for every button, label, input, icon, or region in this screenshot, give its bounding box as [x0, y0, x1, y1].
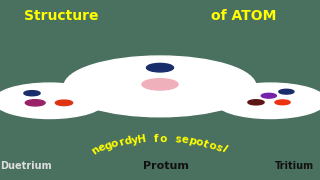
Ellipse shape	[147, 63, 173, 72]
Text: f: f	[154, 134, 159, 144]
Ellipse shape	[214, 83, 320, 118]
Text: s: s	[213, 142, 223, 154]
Ellipse shape	[25, 100, 45, 106]
Text: s: s	[174, 134, 182, 145]
Text: Duetrium: Duetrium	[0, 161, 52, 171]
Text: p: p	[187, 135, 197, 147]
Text: Protum: Protum	[143, 161, 189, 171]
Ellipse shape	[55, 100, 73, 105]
Text: o: o	[109, 138, 120, 150]
Ellipse shape	[24, 91, 40, 96]
Ellipse shape	[279, 89, 294, 94]
Text: Tritium: Tritium	[275, 161, 314, 171]
Text: Structure: Structure	[24, 9, 98, 23]
Text: of ATOM: of ATOM	[211, 9, 276, 23]
Text: H: H	[137, 134, 147, 145]
Text: n: n	[90, 144, 102, 156]
Ellipse shape	[64, 56, 256, 117]
Text: g: g	[102, 140, 114, 152]
Text: d: d	[123, 135, 133, 147]
Ellipse shape	[142, 79, 178, 90]
Text: o: o	[160, 134, 167, 144]
Text: I: I	[220, 145, 229, 155]
Ellipse shape	[261, 93, 276, 98]
Ellipse shape	[248, 100, 264, 105]
Ellipse shape	[275, 100, 290, 105]
Text: r: r	[117, 137, 125, 148]
Text: o: o	[194, 137, 204, 148]
Text: t: t	[201, 138, 210, 150]
Text: y: y	[131, 135, 140, 146]
Text: e: e	[96, 142, 108, 154]
Text: e: e	[180, 134, 189, 146]
Text: o: o	[206, 140, 218, 152]
Ellipse shape	[0, 83, 106, 118]
